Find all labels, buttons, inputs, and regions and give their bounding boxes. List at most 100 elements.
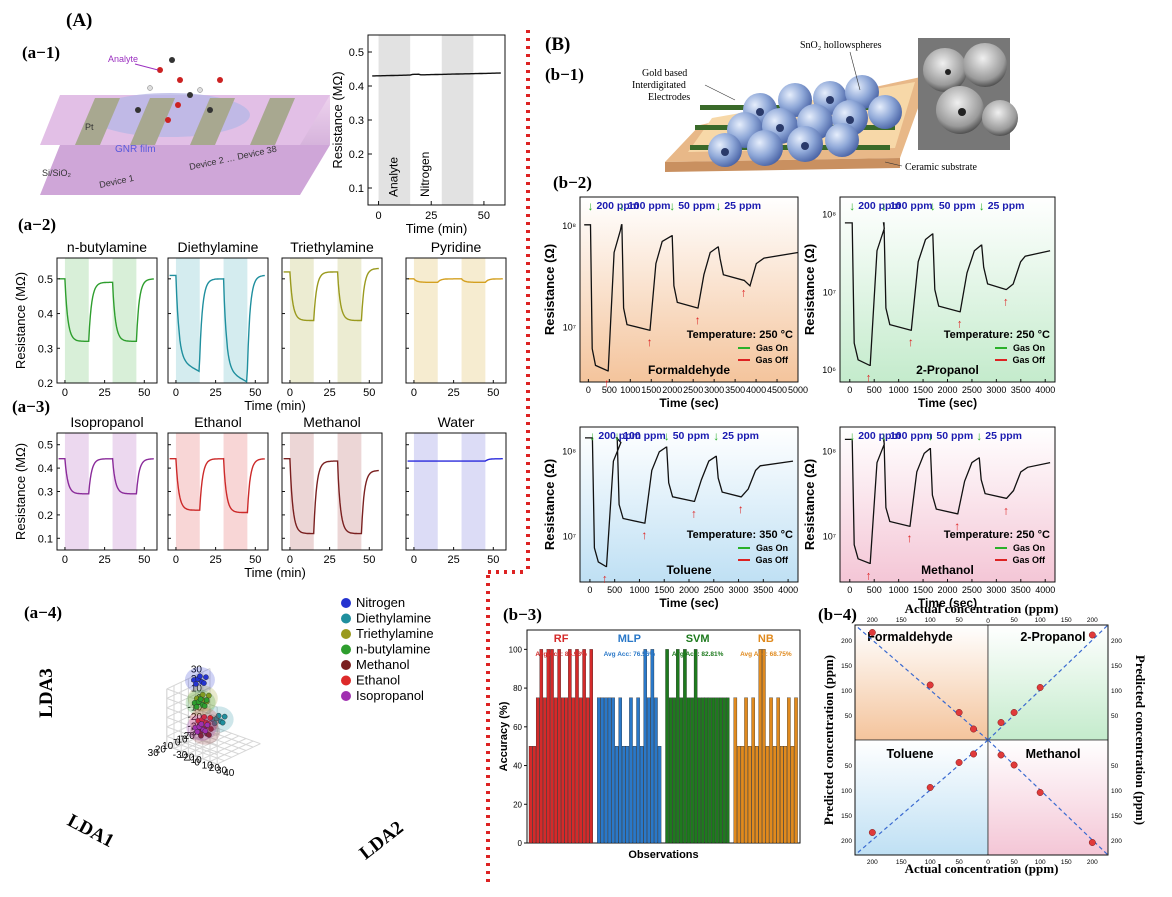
a1-xlabel: Time (min) — [406, 221, 468, 236]
b2-ylabel: Resistance (Ω) — [542, 459, 557, 550]
panel-label-A: (A) — [66, 10, 92, 31]
b4-quadrant — [987, 624, 1109, 741]
b3-bar — [636, 697, 640, 844]
a4-legend-label: Methanol — [356, 657, 410, 672]
a4-ytick-label: 30 — [216, 766, 228, 777]
b4-point — [1010, 709, 1018, 716]
b2-gas-off-arrow: ↑ — [907, 531, 913, 545]
a4-grid — [166, 735, 218, 756]
panel-label-a1: (a−1) — [22, 43, 60, 62]
b3-ytick-label: 100 — [509, 645, 523, 654]
a2-xtick-label: 0 — [411, 387, 417, 399]
a2-ytick-label: 0.2 — [38, 378, 53, 390]
b3-bar — [755, 746, 759, 844]
a3-xtick-label: 50 — [487, 554, 499, 566]
b3-bar — [643, 649, 647, 844]
b2-gas-off-arrow: ↑ — [957, 317, 963, 331]
b3-bar — [683, 649, 687, 844]
a2-series-line — [407, 278, 503, 283]
a2-xtick-label: 0 — [173, 387, 179, 399]
panel-label-a2: (a−2) — [18, 215, 56, 234]
a4-legend-label: Diethylamine — [356, 611, 431, 626]
a2-xtick-label: 0 — [287, 387, 293, 399]
a2-ytick-label: 0.4 — [38, 309, 53, 321]
b3-ylabel: Accuracy (%) — [498, 701, 510, 771]
sensor-schematic: SnO₂ hollowspheres Gold based Interdigit… — [632, 38, 1018, 173]
b2-series-line — [844, 438, 1051, 565]
b2-xtick-label: 4000 — [1035, 385, 1055, 395]
chart-b3: RF Avg Acc: 85.93% MLP Avg Acc: 76.56% SVM Av… — [498, 629, 801, 861]
b2-series-line — [844, 222, 1051, 367]
b2-gas-on-arrow: ↓ — [614, 429, 620, 443]
a4-point — [203, 674, 209, 680]
a4-legend-marker — [341, 629, 351, 639]
b4-top-tick-label: 50 — [1010, 617, 1018, 624]
b2-temperature: Temperature: 250 °C — [944, 529, 1050, 541]
b2-xtick-label: 3000 — [986, 385, 1006, 395]
a2-xtick-label: 25 — [98, 387, 110, 399]
b4-point — [1036, 789, 1044, 796]
a2-panel-title: Diethylamine — [178, 239, 259, 255]
b3-bar — [726, 697, 730, 844]
b3-bar — [704, 697, 709, 844]
b3-bar — [571, 697, 576, 844]
b2-xtick-label: 1000 — [620, 385, 640, 395]
b4-left-tick-label: 50 — [845, 763, 853, 770]
b3-bar — [758, 649, 763, 844]
a3-series-line — [58, 457, 154, 495]
a2-ytick-label: 0.5 — [38, 274, 53, 286]
b2-ylabel: Resistance (Ω) — [802, 459, 817, 550]
a3-ytick-label: 0.1 — [38, 533, 53, 545]
panel-label-b3: (b−3) — [503, 605, 542, 624]
a4-legend-label: n-butylamine — [356, 642, 430, 657]
a4-ytick-label: 40 — [223, 768, 235, 779]
b3-bar — [550, 649, 554, 844]
a4-point — [204, 722, 211, 728]
b2-xtick-label: 4000 — [778, 585, 798, 595]
b2-xlabel: Time (sec) — [659, 396, 718, 410]
b3-bar — [697, 697, 701, 844]
b2-concentration-label: 200 ppm — [596, 200, 639, 212]
b4-point — [1088, 839, 1096, 846]
b2-xtick-label: 2000 — [937, 385, 957, 395]
b2-concentration-label: 200 ppm — [858, 430, 901, 442]
b2-gas-on-arrow: ↓ — [664, 429, 670, 443]
b4-point — [997, 751, 1005, 759]
a4-point — [197, 673, 203, 680]
a2-shade — [64, 258, 89, 383]
b2-xtick-label: 500 — [867, 585, 882, 595]
b3-bar — [629, 697, 633, 844]
b2-gas-off-arrow: ↑ — [738, 502, 744, 516]
b4-right-tick-label: 200 — [1111, 638, 1122, 645]
a4-ztick-label: -20 — [188, 712, 203, 723]
analyte-label: Analyte — [108, 54, 138, 64]
b3-bar — [546, 649, 551, 844]
b2-xtick-label: 3500 — [1011, 385, 1031, 395]
chart-a4: -30-20-100102030-30-20-100102030-30-20-1… — [36, 595, 434, 864]
b2-xtick-label: 1500 — [913, 585, 933, 595]
analyte-molecules — [135, 57, 223, 123]
b2-gas-name: Formaldehyde — [648, 363, 730, 377]
b3-bar — [665, 649, 669, 844]
b4-point — [868, 829, 876, 836]
b2-xtick-label: 5000 — [788, 385, 808, 395]
b2-gas-name: 2-Propanol — [916, 363, 979, 377]
b2-ylabel: Resistance (Ω) — [542, 244, 557, 335]
b3-bar — [589, 649, 593, 844]
b4-point — [997, 719, 1005, 726]
a4-grid — [166, 687, 211, 709]
a3-xtick-label: 50 — [138, 554, 150, 566]
b2-gas-on-arrow: ↓ — [881, 199, 887, 213]
a2-shade — [112, 258, 137, 383]
chart-a1: 0.1 0.2 0.3 0.4 0.5 0 25 50 Time (min) Resistance… — [330, 34, 506, 236]
b2-concentration-label: 25 ppm — [988, 200, 1025, 212]
b3-bar — [650, 649, 655, 844]
a4-point — [201, 680, 207, 686]
b2-series-line — [585, 437, 794, 568]
a4-point — [206, 732, 212, 738]
a4-point — [201, 714, 208, 720]
a4-legend-marker — [341, 691, 351, 701]
b4-bottom-tick-label: 100 — [1035, 859, 1046, 866]
b2-gas-on-arrow: ↓ — [930, 199, 936, 213]
